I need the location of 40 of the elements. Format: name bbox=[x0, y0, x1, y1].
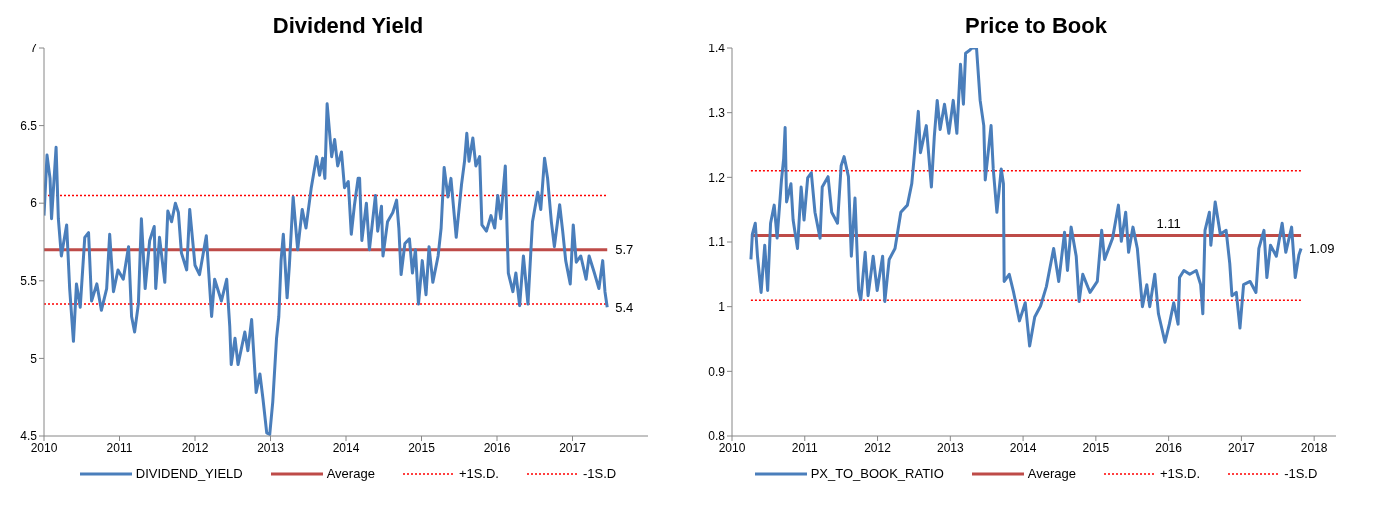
annotation: 1.09 bbox=[1309, 241, 1335, 257]
x-tick-label: 2014 bbox=[332, 440, 360, 455]
legend-label: Average bbox=[325, 466, 375, 481]
x-tick-label: 2015 bbox=[1082, 440, 1110, 455]
annotation: 5.4 bbox=[615, 299, 634, 315]
y-tick-label: 5.5 bbox=[20, 274, 38, 289]
chart-title: Dividend Yield bbox=[272, 13, 424, 38]
legend-label: PX_TO_BOOK_RATIO bbox=[809, 466, 944, 481]
y-tick-label: 1.1 bbox=[708, 235, 726, 250]
x-tick-label: 2016 bbox=[1155, 440, 1183, 455]
x-tick-label: 2014 bbox=[1009, 440, 1037, 455]
legend-label: Average bbox=[1026, 466, 1077, 481]
y-tick-label: 6 bbox=[30, 196, 38, 211]
legend-label: +1S.D. bbox=[1159, 466, 1201, 481]
y-tick-label: 1.4 bbox=[708, 41, 726, 56]
y-tick-label: 1.3 bbox=[708, 105, 726, 120]
x-tick-label: 2011 bbox=[106, 440, 133, 455]
y-tick-label: 7 bbox=[30, 41, 38, 56]
x-tick-label: 2016 bbox=[483, 440, 511, 455]
y-tick-label: 1 bbox=[718, 299, 726, 314]
x-tick-label: 2012 bbox=[181, 440, 209, 455]
x-tick-label: 2018 bbox=[1300, 440, 1328, 455]
x-tick-label: 2013 bbox=[936, 440, 964, 455]
y-tick-label: 0.9 bbox=[708, 364, 726, 379]
annotation: 5.7 bbox=[615, 242, 634, 258]
x-tick-label: 2017 bbox=[559, 440, 587, 455]
x-tick-label: 2012 bbox=[864, 440, 892, 455]
annotation: 1.11 bbox=[1156, 215, 1181, 231]
y-tick-label: 6.5 bbox=[20, 118, 38, 133]
y-tick-label: 1.2 bbox=[708, 170, 726, 185]
x-tick-label: 2015 bbox=[408, 440, 436, 455]
x-tick-label: 2017 bbox=[1228, 440, 1256, 455]
legend-label: DIVIDEND_YIELD bbox=[134, 466, 243, 481]
x-tick-label: 2013 bbox=[257, 440, 285, 455]
legend-label: +1S.D. bbox=[457, 466, 499, 481]
y-tick-label: 5 bbox=[30, 351, 38, 366]
chart-title: Price to Book bbox=[965, 13, 1107, 38]
legend-label: -1S.D bbox=[582, 466, 617, 481]
legend-label: -1S.D bbox=[1283, 466, 1318, 481]
x-tick-label: 2011 bbox=[791, 440, 818, 455]
